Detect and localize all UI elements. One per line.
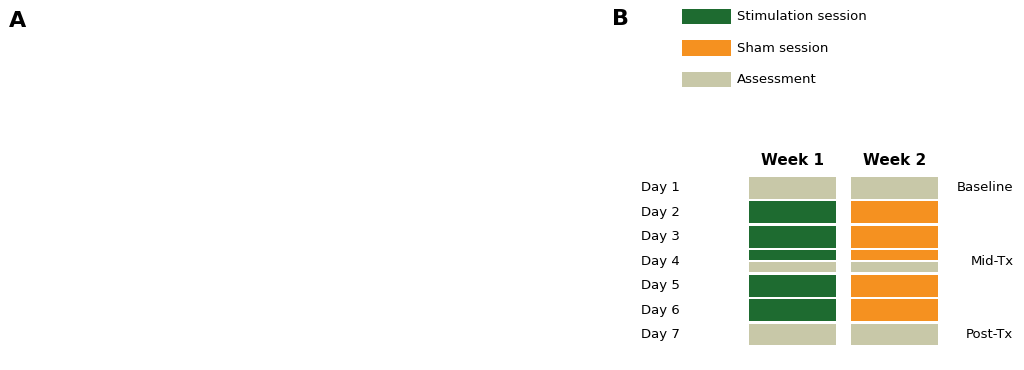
Text: Day 5: Day 5 xyxy=(641,279,680,292)
Bar xyxy=(749,275,836,297)
Text: Assessment: Assessment xyxy=(737,73,817,86)
Bar xyxy=(749,299,836,321)
Bar xyxy=(749,262,836,272)
Bar xyxy=(749,201,836,223)
Bar xyxy=(851,226,938,248)
Text: Mid-Tx: Mid-Tx xyxy=(971,255,1014,268)
Text: Week 1: Week 1 xyxy=(761,154,824,168)
Bar xyxy=(851,250,938,260)
Text: B: B xyxy=(611,9,629,29)
Bar xyxy=(851,201,938,223)
Bar xyxy=(682,72,731,87)
Bar xyxy=(682,40,731,56)
Text: Day 1: Day 1 xyxy=(641,181,680,195)
Text: Day 4: Day 4 xyxy=(641,255,680,268)
Bar xyxy=(749,177,836,199)
Text: Day 6: Day 6 xyxy=(641,303,680,317)
Text: Day 2: Day 2 xyxy=(641,206,680,219)
Text: Stimulation session: Stimulation session xyxy=(737,10,867,23)
Text: Week 2: Week 2 xyxy=(863,154,926,168)
Bar xyxy=(749,250,836,260)
Bar xyxy=(749,226,836,248)
Bar xyxy=(851,299,938,321)
Text: A: A xyxy=(9,11,27,31)
Text: Baseline: Baseline xyxy=(956,181,1014,195)
Text: Sham session: Sham session xyxy=(737,41,828,55)
Bar xyxy=(851,262,938,272)
Bar xyxy=(851,275,938,297)
Bar xyxy=(851,177,938,199)
Text: Post-Tx: Post-Tx xyxy=(966,328,1014,341)
Bar xyxy=(749,323,836,346)
Text: Day 3: Day 3 xyxy=(641,230,680,243)
Text: Day 7: Day 7 xyxy=(641,328,680,341)
Bar xyxy=(851,323,938,346)
Bar xyxy=(682,9,731,24)
